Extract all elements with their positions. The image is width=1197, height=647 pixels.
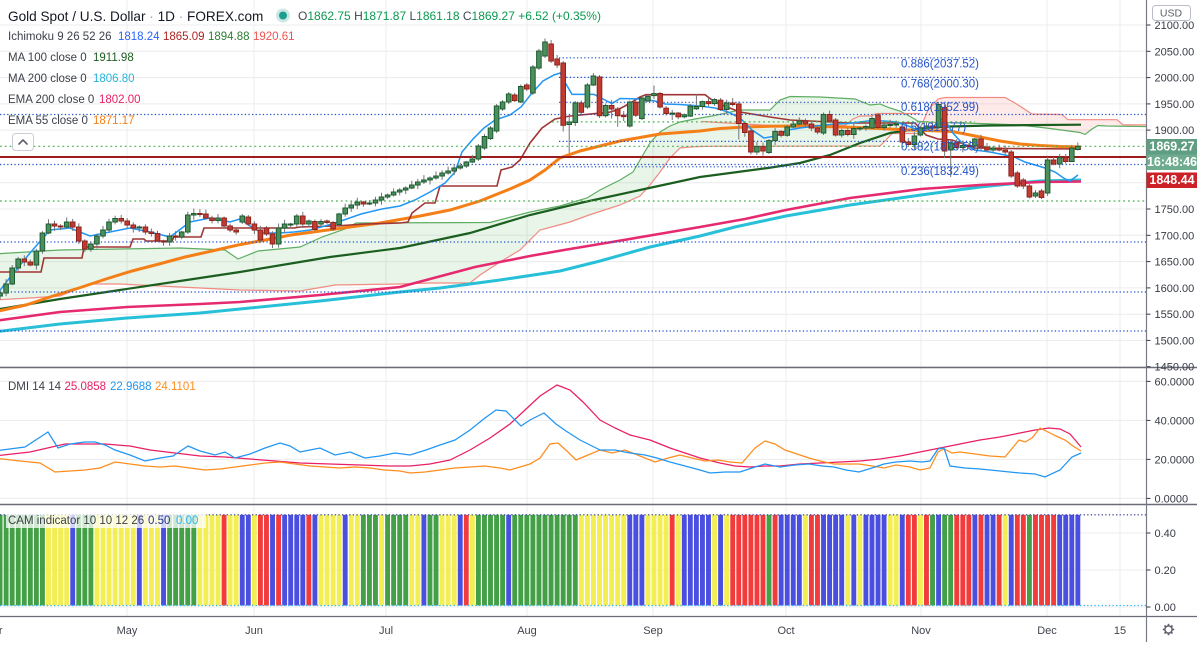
svg-text:Oct: Oct	[777, 625, 794, 637]
svg-text:16:48:46: 16:48:46	[1147, 155, 1197, 169]
svg-text:Jul: Jul	[379, 625, 393, 637]
svg-text:DMI 14 14 25.0858 22.9688 24.1: DMI 14 14 25.0858 22.9688 24.1101	[8, 381, 196, 393]
svg-text:0.20: 0.20	[1155, 565, 1176, 577]
svg-text:Apr: Apr	[0, 625, 3, 637]
svg-text:0.618(1952.99): 0.618(1952.99)	[901, 102, 979, 114]
svg-text:15: 15	[1114, 625, 1126, 637]
svg-text:1650.00: 1650.00	[1155, 257, 1195, 269]
svg-text:USD: USD	[1160, 8, 1183, 20]
svg-text:0.00: 0.00	[1155, 602, 1176, 614]
svg-text:2100.00: 2100.00	[1155, 20, 1195, 32]
svg-text:1500.00: 1500.00	[1155, 335, 1195, 347]
svg-text:0.768(2000.30): 0.768(2000.30)	[901, 79, 979, 91]
svg-text:Dec: Dec	[1037, 625, 1057, 637]
svg-text:60.0000: 60.0000	[1155, 376, 1195, 388]
svg-text:0.886(2037.52): 0.886(2037.52)	[901, 59, 979, 71]
svg-text:0.40: 0.40	[1155, 528, 1176, 540]
svg-text:1869.27: 1869.27	[1149, 140, 1194, 154]
svg-text:EMA 55 close 0 1871.17: EMA 55 close 0 1871.17	[8, 115, 135, 127]
svg-text:Gold Spot / U.S. Dollar · 1D ·: Gold Spot / U.S. Dollar · 1D · FOREX.com	[8, 9, 263, 24]
svg-text:1900.00: 1900.00	[1155, 125, 1195, 137]
svg-text:O1862.75 H1871.87 L1861.18 C18: O1862.75 H1871.87 L1861.18 C1869.27 +6.5…	[298, 9, 601, 23]
svg-text:EMA 200 close 0 1802.00: EMA 200 close 0 1802.00	[8, 94, 141, 106]
svg-text:Aug: Aug	[517, 625, 537, 637]
svg-text:Nov: Nov	[911, 625, 931, 637]
svg-text:0.382(1878.55): 0.382(1878.55)	[901, 142, 979, 154]
svg-text:MA 100 close 0 1911.98: MA 100 close 0 1911.98	[8, 52, 134, 64]
svg-text:0.236(1832.49): 0.236(1832.49)	[901, 166, 979, 178]
svg-text:May: May	[117, 625, 138, 637]
svg-text:40.0000: 40.0000	[1155, 415, 1195, 427]
svg-text:1450.00: 1450.00	[1155, 362, 1195, 374]
svg-text:Sep: Sep	[643, 625, 663, 637]
svg-text:0.0000: 0.0000	[1155, 493, 1189, 505]
svg-text:2050.00: 2050.00	[1155, 46, 1195, 58]
svg-text:1600.00: 1600.00	[1155, 283, 1195, 295]
svg-text:CAM indicator 10 10 12 26 0.50: CAM indicator 10 10 12 26 0.50 0.00	[8, 515, 198, 527]
svg-text:1848.44: 1848.44	[1149, 173, 1194, 187]
svg-text:Ichimoku 9 26 52 26 1818.24 18: Ichimoku 9 26 52 26 1818.24 1865.09 1894…	[8, 31, 295, 43]
svg-text:MA 200 close 0 1806.80: MA 200 close 0 1806.80	[8, 73, 135, 85]
svg-text:1550.00: 1550.00	[1155, 309, 1195, 321]
svg-text:1750.00: 1750.00	[1155, 204, 1195, 216]
svg-text:0.5(1915.77): 0.5(1915.77)	[901, 122, 966, 134]
svg-text:2000.00: 2000.00	[1155, 73, 1195, 85]
svg-text:20.0000: 20.0000	[1155, 454, 1195, 466]
svg-text:1950.00: 1950.00	[1155, 99, 1195, 111]
svg-text:Jun: Jun	[245, 625, 263, 637]
svg-text:1700.00: 1700.00	[1155, 230, 1195, 242]
